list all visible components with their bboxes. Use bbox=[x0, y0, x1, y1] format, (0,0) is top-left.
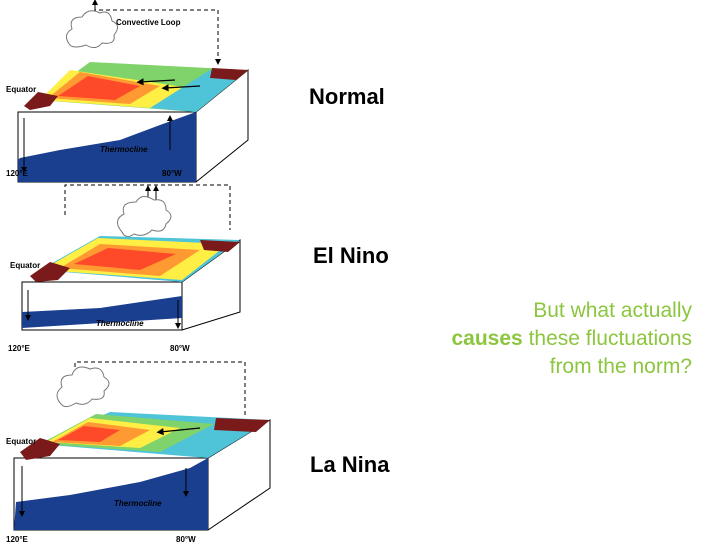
svg-text:80°W: 80°W bbox=[162, 169, 182, 178]
normal-diagram: Convective Loop Equator Thermocline 120°… bbox=[6, 0, 249, 183]
land-east bbox=[210, 68, 248, 80]
la-nina-label: La Nina bbox=[310, 452, 390, 477]
svg-text:Thermocline: Thermocline bbox=[100, 145, 148, 154]
normal-label: Normal bbox=[309, 84, 385, 109]
cloud-icon bbox=[117, 196, 172, 238]
svg-text:Equator: Equator bbox=[10, 261, 40, 270]
svg-text:120°E: 120°E bbox=[6, 169, 29, 178]
question-text: But what actually causes these fluctuati… bbox=[420, 297, 692, 381]
svg-text:Thermocline: Thermocline bbox=[96, 319, 144, 328]
svg-text:120°E: 120°E bbox=[8, 344, 31, 353]
el-nino-diagram: Equator Thermocline 120°E 80°W bbox=[8, 184, 241, 353]
el-nino-label: El Nino bbox=[313, 243, 389, 268]
question-emphasis: causes bbox=[451, 327, 523, 350]
svg-text:Equator: Equator bbox=[6, 437, 36, 446]
svg-text:Convective Loop: Convective Loop bbox=[116, 18, 181, 27]
cloud-icon bbox=[66, 10, 118, 49]
svg-text:80°W: 80°W bbox=[176, 535, 196, 544]
la-nina-diagram: Equator Thermocline 120°E 80°W bbox=[6, 361, 271, 544]
svg-text:80°W: 80°W bbox=[170, 344, 190, 353]
thermocline-layer bbox=[18, 112, 196, 182]
cloud-icon bbox=[56, 366, 110, 408]
svg-text:Equator: Equator bbox=[6, 85, 36, 94]
question-part2: these fluctuations from the norm? bbox=[528, 327, 692, 378]
question-part1: But what actually bbox=[533, 299, 692, 322]
land-west bbox=[24, 92, 58, 110]
svg-text:120°E: 120°E bbox=[6, 535, 29, 544]
svg-text:Thermocline: Thermocline bbox=[114, 499, 162, 508]
